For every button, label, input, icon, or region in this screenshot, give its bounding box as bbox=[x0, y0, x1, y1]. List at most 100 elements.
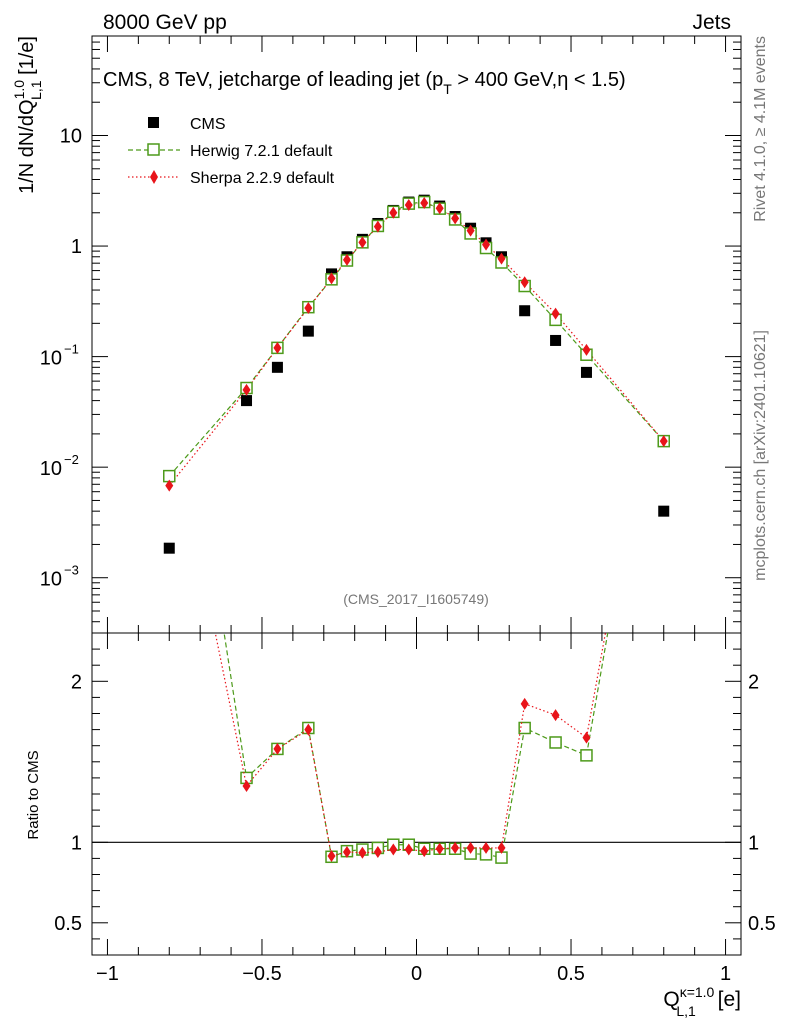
rivet-label: Rivet 4.1.0, ≥ 4.1M events bbox=[752, 36, 769, 222]
mcplots-label: mcplots.cern.ch [arXiv:2401.10621] bbox=[752, 330, 769, 581]
x-tick-label: 0.5 bbox=[557, 963, 585, 985]
sherpa-data-point bbox=[404, 199, 413, 212]
energy-label: 8000 GeV pp bbox=[103, 11, 227, 34]
ratio-series-sherpa bbox=[165, 305, 668, 862]
y-tick-label: 10 bbox=[60, 126, 82, 148]
cms-data-point bbox=[519, 305, 531, 317]
ratio-y-tick-label-right: 1 bbox=[748, 832, 759, 854]
sherpa-data-point bbox=[466, 224, 475, 237]
x-tick-label: −1 bbox=[96, 963, 119, 985]
sherpa-data-point bbox=[582, 343, 591, 356]
sherpa-data-point bbox=[304, 302, 313, 315]
main-line-herwig bbox=[168, 201, 665, 477]
ratio-point-sherpa bbox=[466, 841, 475, 854]
legend-marker-cms bbox=[148, 117, 159, 128]
ratio-point-sherpa bbox=[582, 731, 591, 744]
sherpa-data-point bbox=[373, 220, 382, 233]
y-tick-label: 1 bbox=[71, 236, 82, 258]
ratio-point-sherpa bbox=[304, 723, 313, 736]
ratio-point-sherpa bbox=[165, 402, 173, 414]
sherpa-data-point bbox=[327, 272, 336, 285]
sherpa-data-point bbox=[273, 341, 282, 354]
plot-title-part-a: CMS, 8 TeV, jetcharge of leading jet (p bbox=[103, 69, 443, 91]
sherpa-data-point bbox=[242, 383, 251, 396]
plot-title-part-b: > 400 GeV,η < 1.5) bbox=[452, 69, 626, 91]
y-tick-label: 10 bbox=[40, 569, 62, 591]
x-axis-label: Qκ=1.0 L,1 [e] bbox=[663, 984, 741, 1019]
sherpa-data-point bbox=[165, 479, 174, 492]
x-label-sub: L,1 bbox=[676, 1003, 696, 1019]
legend-marker-herwig bbox=[147, 143, 160, 156]
sherpa-data-point bbox=[659, 435, 668, 448]
ratio-point-sherpa bbox=[242, 779, 251, 792]
sherpa-data-point bbox=[520, 276, 529, 289]
ratio-point-sherpa bbox=[404, 843, 413, 856]
ratio-point-herwig bbox=[549, 736, 562, 749]
legend-label-cms: CMS bbox=[190, 116, 226, 133]
x-label-part-b: [e] bbox=[712, 988, 741, 1011]
ratio-y-tick-label: 1 bbox=[71, 832, 82, 854]
sherpa-data-point bbox=[482, 238, 491, 251]
plot-title-subscript: T bbox=[443, 81, 452, 97]
main-series bbox=[163, 194, 670, 554]
ratio-point-sherpa bbox=[551, 709, 560, 722]
ratio-point-sherpa bbox=[451, 841, 460, 854]
ratio-point-sherpa bbox=[342, 845, 351, 858]
sherpa-data-point bbox=[389, 206, 398, 219]
cms-data-point bbox=[580, 366, 592, 378]
ratio-y-tick-label: 0.5 bbox=[54, 913, 82, 935]
y-tick-label: 10 bbox=[40, 458, 62, 480]
main-y-label-part-b: [1/e] bbox=[16, 36, 38, 80]
main-y-label-sub: L,1 bbox=[28, 80, 44, 100]
cms-data-point bbox=[658, 505, 670, 517]
ratio-point-sherpa bbox=[373, 845, 382, 858]
main-y-label-sup: 1.0 bbox=[11, 80, 27, 100]
legend: CMS Herwig 7.2.1 default Sherpa 2.2.9 de… bbox=[128, 116, 335, 187]
ratio-point-sherpa bbox=[420, 845, 429, 858]
ratio-point-sherpa bbox=[435, 842, 444, 855]
y-tick-label: 10 bbox=[40, 348, 62, 370]
ratio-point-sherpa bbox=[520, 697, 529, 710]
ratio-y-axis-label: Ratio to CMS bbox=[25, 750, 42, 839]
legend-label-herwig: Herwig 7.2.1 default bbox=[190, 143, 333, 160]
main-y-axis-label: 1/N dN/dQ1.0L,1 [1/e] bbox=[11, 36, 44, 194]
ratio-point-herwig bbox=[580, 749, 593, 762]
sherpa-data-point bbox=[497, 252, 506, 265]
sherpa-data-point bbox=[435, 202, 444, 215]
legend-label-sherpa: Sherpa 2.2.9 default bbox=[190, 170, 335, 187]
ratio-point-sherpa bbox=[497, 841, 506, 854]
cms-data-point bbox=[241, 395, 253, 407]
ratio-point-sherpa bbox=[482, 841, 491, 854]
cms-data-point bbox=[302, 325, 314, 337]
x-tick-label: 0 bbox=[411, 963, 422, 985]
ratio-point-sherpa bbox=[660, 305, 668, 317]
ratio-y-tick-label-right: 2 bbox=[748, 671, 759, 693]
ratio-series bbox=[92, 273, 741, 864]
main-series-group bbox=[163, 194, 670, 554]
process-label: Jets bbox=[692, 11, 731, 34]
x-label-part-a: Q bbox=[663, 988, 679, 1011]
ratio-point-sherpa bbox=[327, 849, 336, 862]
ratio-point-sherpa bbox=[358, 846, 367, 859]
ratio-line bbox=[223, 633, 609, 859]
ratio-point-sherpa bbox=[273, 742, 282, 755]
sherpa-data-point bbox=[358, 236, 367, 249]
x-label-sup: κ=1.0 bbox=[680, 984, 715, 1000]
sherpa-data-point bbox=[420, 197, 429, 210]
legend-marker-sherpa bbox=[150, 170, 158, 184]
ratio-line bbox=[214, 633, 607, 857]
y-tick-exponent: −1 bbox=[64, 342, 79, 357]
sherpa-data-point bbox=[342, 253, 351, 266]
main-y-label-part-a: 1/N dN/dQ bbox=[16, 99, 38, 193]
cms-data-point bbox=[550, 334, 562, 346]
ratio-y-tick-label: 2 bbox=[71, 671, 82, 693]
main-line-sherpa bbox=[168, 202, 665, 487]
ratio-point-sherpa bbox=[389, 843, 398, 856]
ratio-series-herwig bbox=[164, 273, 609, 864]
x-tick-label: 1 bbox=[720, 963, 731, 985]
analysis-id-label: (CMS_2017_I1605749) bbox=[343, 591, 489, 607]
ratio-point-herwig bbox=[164, 273, 175, 284]
y-tick-exponent: −3 bbox=[64, 563, 79, 578]
